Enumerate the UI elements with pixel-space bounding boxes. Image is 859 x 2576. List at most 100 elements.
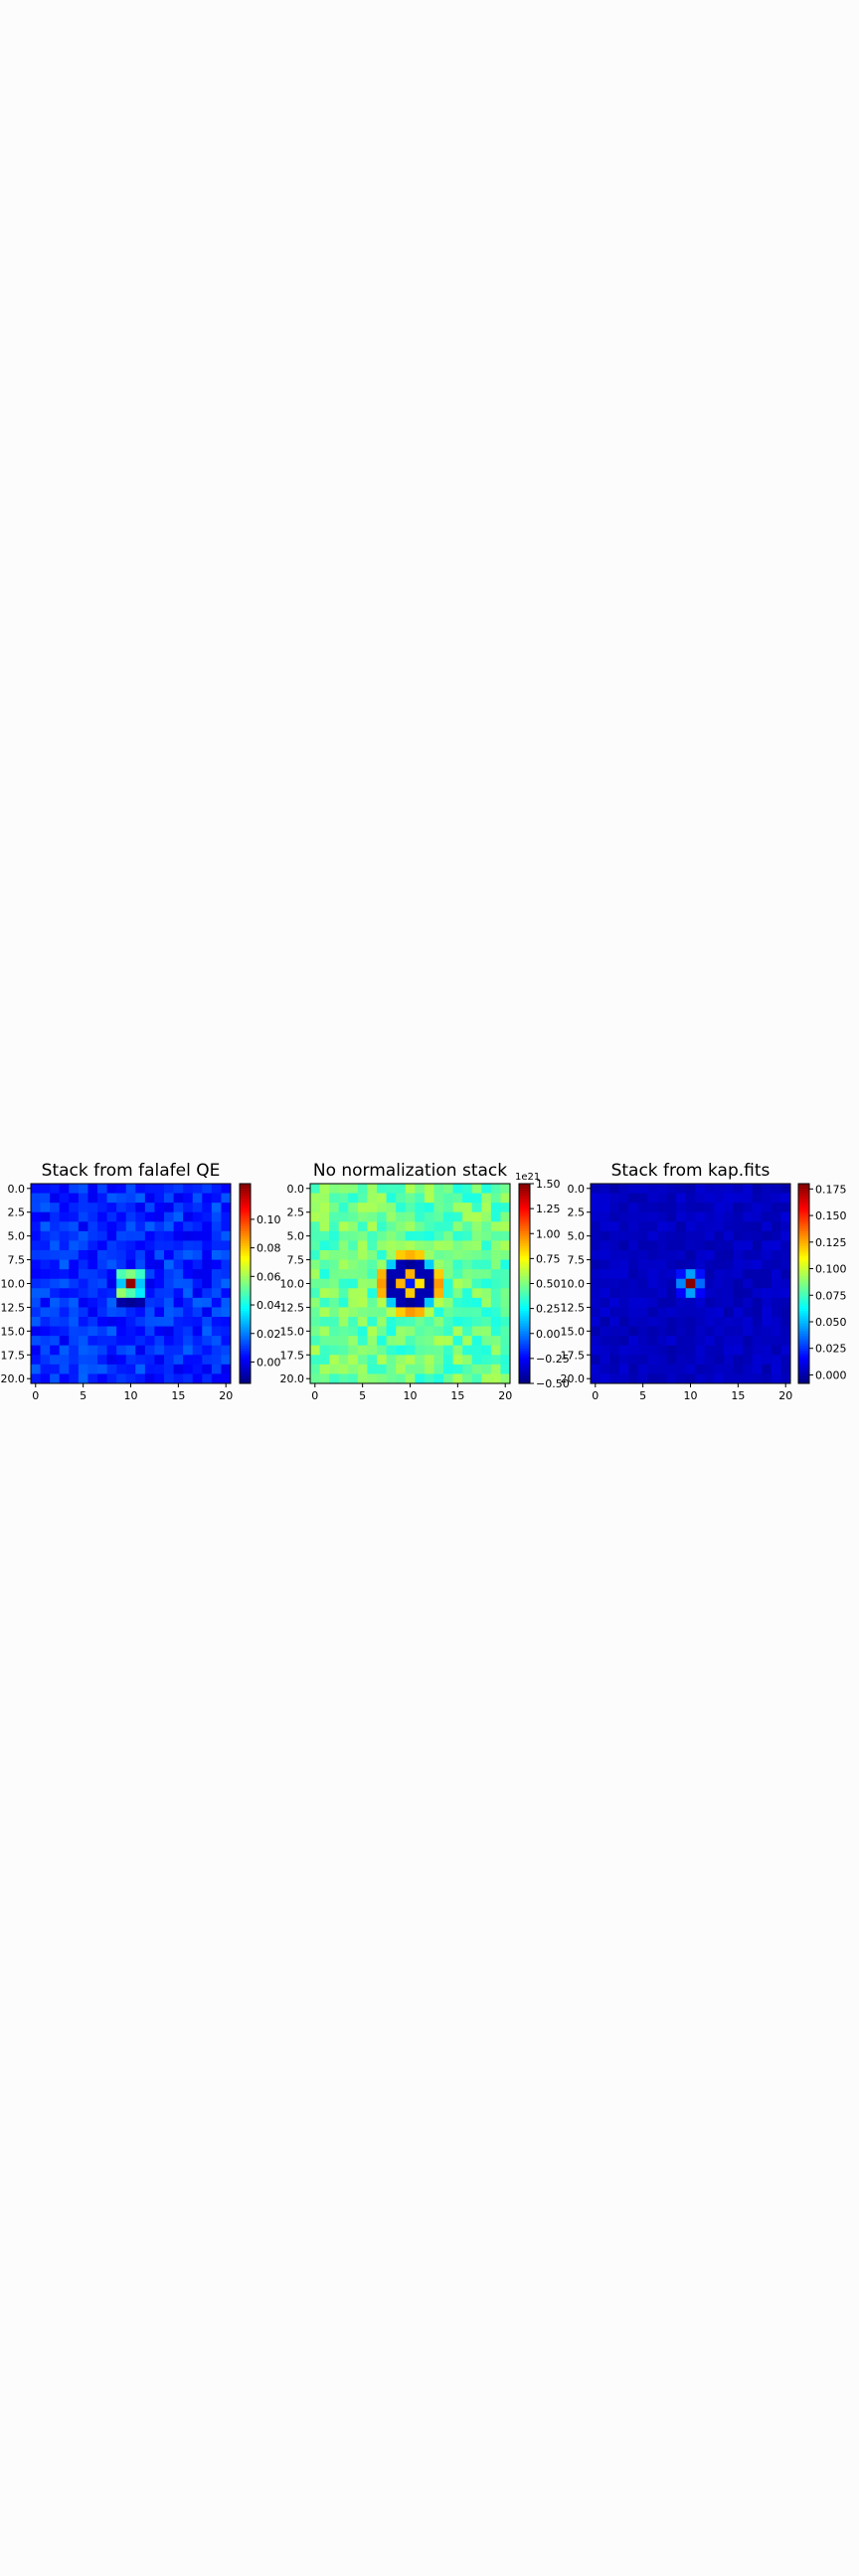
x-tick-label: 20 xyxy=(219,1389,233,1402)
heatmap-cell xyxy=(752,1184,763,1194)
heatmap-cell xyxy=(752,1259,763,1270)
heatmap-cell xyxy=(481,1355,492,1366)
heatmap-cell xyxy=(125,1221,136,1232)
heatmap-cell xyxy=(135,1307,146,1318)
heatmap-cell xyxy=(338,1336,349,1347)
chart-title: No normalization stack xyxy=(313,1161,507,1181)
heatmap-cell xyxy=(310,1278,320,1289)
heatmap-cell xyxy=(600,1193,610,1204)
y-tick-label: 5.0 xyxy=(568,1230,586,1243)
colorbar-segment xyxy=(519,1275,530,1279)
colorbar-segment xyxy=(240,1204,251,1208)
heatmap-cell xyxy=(762,1307,773,1318)
heatmap-cell xyxy=(433,1259,444,1270)
colorbar-segment xyxy=(798,1372,809,1376)
heatmap-cell xyxy=(377,1230,387,1241)
heatmap-cell xyxy=(367,1336,378,1347)
heatmap-cell xyxy=(173,1259,184,1270)
heatmap-cell xyxy=(637,1221,648,1232)
heatmap-cell xyxy=(357,1288,368,1299)
heatmap-cell xyxy=(433,1326,444,1337)
heatmap-cell xyxy=(329,1307,340,1318)
heatmap-cell xyxy=(462,1364,473,1374)
heatmap-cell xyxy=(125,1259,136,1270)
heatmap-cell xyxy=(415,1203,426,1213)
heatmap-cell xyxy=(97,1259,107,1270)
heatmap-cell xyxy=(780,1240,791,1251)
heatmap-cell xyxy=(752,1297,763,1308)
heatmap-cell xyxy=(116,1211,127,1222)
y-tick-label: 2.5 xyxy=(568,1207,586,1219)
heatmap-cell xyxy=(481,1221,492,1232)
heatmap-cell xyxy=(657,1364,667,1374)
heatmap-cell xyxy=(481,1240,492,1251)
heatmap-cell xyxy=(676,1307,687,1318)
colorbar-segment xyxy=(240,1186,251,1190)
heatmap-cell xyxy=(685,1297,696,1308)
heatmap-cell xyxy=(733,1193,744,1204)
heatmap-cell xyxy=(714,1288,725,1299)
heatmap-cell xyxy=(396,1193,407,1204)
heatmap-cell xyxy=(724,1373,734,1384)
colorbar-segment xyxy=(798,1240,809,1244)
heatmap-cell xyxy=(154,1355,165,1366)
heatmap-cell xyxy=(609,1364,620,1374)
colorbar-segment xyxy=(240,1235,251,1239)
heatmap-cell xyxy=(780,1307,791,1318)
heatmap-cell xyxy=(329,1278,340,1289)
heatmap-cell xyxy=(704,1184,715,1194)
panel-1: Stack from falafel QE0 5 10 15 200.02.55.07.… xyxy=(1,1161,281,1402)
heatmap-cell xyxy=(154,1211,165,1222)
heatmap-cell xyxy=(97,1307,107,1318)
colorbar-segment xyxy=(798,1301,809,1304)
heatmap-cell xyxy=(685,1364,696,1374)
heatmap-cell xyxy=(31,1373,41,1384)
heatmap-cell xyxy=(154,1259,165,1270)
heatmap-cell xyxy=(657,1373,667,1384)
heatmap-cell xyxy=(424,1269,434,1280)
heatmap-cell xyxy=(452,1259,463,1270)
heatmap-cell xyxy=(357,1345,368,1356)
colorbar-segment xyxy=(240,1351,251,1355)
colorbar-segment xyxy=(519,1348,530,1352)
heatmap-cell xyxy=(609,1355,620,1366)
heatmap-cell xyxy=(676,1269,687,1280)
heatmap-cell xyxy=(704,1373,715,1384)
colorbar-segment xyxy=(798,1280,809,1284)
heatmap-cell xyxy=(202,1250,213,1260)
heatmap-cell xyxy=(40,1307,51,1318)
heatmap-cell xyxy=(319,1373,330,1384)
colorbar-segment xyxy=(240,1336,251,1340)
heatmap-cell xyxy=(31,1184,41,1194)
colorbar-segment xyxy=(240,1338,251,1342)
heatmap-cell xyxy=(338,1259,349,1270)
colorbar-segment xyxy=(519,1306,530,1310)
heatmap-cell xyxy=(415,1193,426,1204)
heatmap-cell xyxy=(106,1297,117,1308)
heatmap-cell xyxy=(481,1336,492,1347)
colorbar-segment xyxy=(240,1366,251,1369)
colorbar-segment xyxy=(798,1346,809,1350)
colorbar: 0.000.020.040.060.080.10 xyxy=(239,1183,281,1384)
heatmap-cell xyxy=(59,1326,70,1337)
heatmap-cell xyxy=(310,1336,320,1347)
y-tick-label: 10.0 xyxy=(561,1278,586,1291)
heatmap-cell xyxy=(144,1203,155,1213)
heatmap-cell xyxy=(183,1373,194,1384)
heatmap-cell xyxy=(628,1203,639,1213)
y-tick-label: 12.5 xyxy=(561,1301,586,1314)
colorbar-tick-label: 0.06 xyxy=(257,1270,281,1283)
heatmap-cell xyxy=(704,1211,715,1222)
colorbar-segment xyxy=(240,1210,251,1214)
heatmap-cell xyxy=(676,1355,687,1366)
heatmap-cell xyxy=(135,1240,146,1251)
heatmap-cell xyxy=(462,1240,473,1251)
heatmap-cell xyxy=(69,1278,80,1289)
heatmap-cell xyxy=(144,1193,155,1204)
colorbar-segment xyxy=(519,1265,530,1269)
colorbar-segment xyxy=(798,1306,809,1310)
heatmap-cell xyxy=(154,1307,165,1318)
heatmap-cell xyxy=(471,1278,482,1289)
heatmap-cell xyxy=(125,1211,136,1222)
heatmap-cell xyxy=(704,1336,715,1347)
